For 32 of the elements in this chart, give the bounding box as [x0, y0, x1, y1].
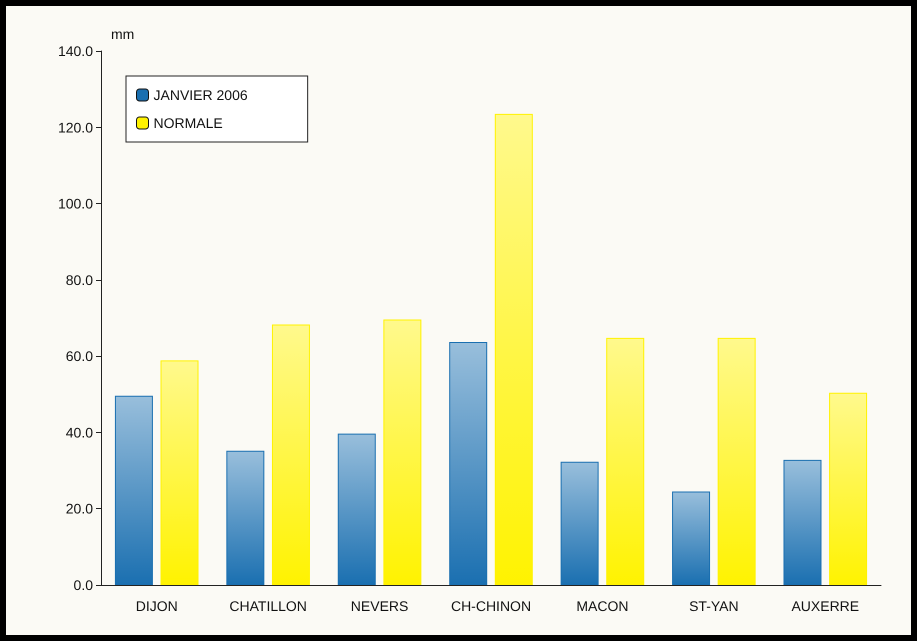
x-tick-label: MACON [576, 598, 628, 614]
y-tick-label: 100.0 [58, 196, 94, 212]
y-tick-label: 80.0 [66, 272, 94, 288]
y-axis-title: mm [111, 26, 134, 42]
y-tick-label: 120.0 [58, 119, 94, 136]
bar [606, 338, 644, 585]
bar [829, 392, 868, 585]
bar [383, 320, 422, 585]
bar [272, 324, 310, 585]
x-tick-label: AUXERRE [791, 598, 860, 614]
x-tick-label: NEVERS [350, 598, 408, 614]
bar [226, 450, 264, 585]
bar [338, 434, 376, 585]
bar [449, 342, 488, 585]
y-tick-label: 40.0 [66, 424, 94, 440]
legend-label: JANVIER 2006 [154, 87, 248, 103]
y-tick-label: 20.0 [66, 500, 94, 517]
bar [114, 396, 153, 585]
bar [783, 460, 822, 585]
y-tick-label: 60.0 [66, 348, 94, 364]
bar [160, 360, 199, 585]
bar [560, 462, 599, 585]
x-tick-label: CHATILLON [229, 598, 307, 614]
bar [672, 492, 710, 585]
legend-label: NORMALE [154, 115, 223, 131]
x-tick-label: CH-CHINON [450, 598, 532, 614]
x-tick-label: DIJON [136, 598, 178, 614]
x-tick-label: ST-YAN [689, 598, 739, 614]
y-tick-label: 0.0 [74, 577, 94, 593]
bar [718, 338, 756, 585]
y-tick-label: 140.0 [58, 43, 94, 59]
bar [494, 114, 533, 585]
